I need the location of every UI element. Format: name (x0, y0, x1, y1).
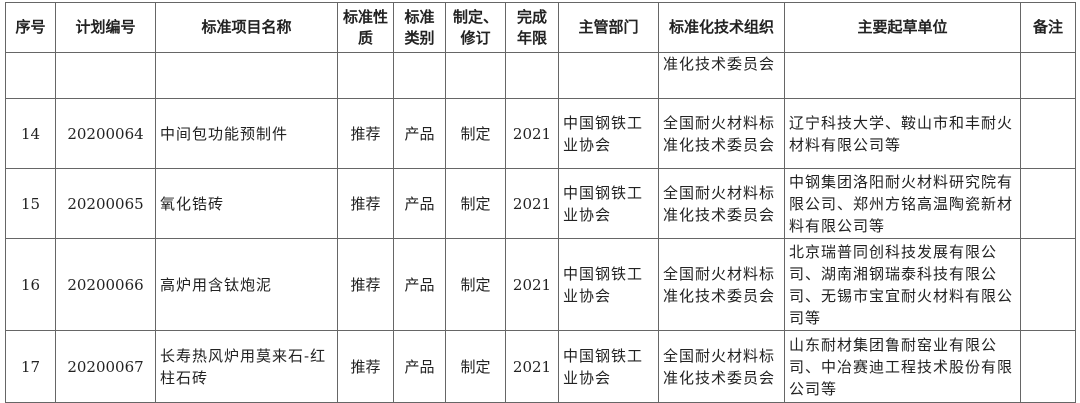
table-row: 17 20200067 长寿热风炉用莫来石-红柱石砖 推荐 产品 制定 2021 中国钢铁工业… (5, 330, 1076, 403)
drafter-cell: 北京瑞普同创科技发展有限公司、湖南湘钢瑞泰科技有限公司、无锡市宝宜耐火材料有限公… (784, 238, 1021, 331)
header-category: 标准类别 (393, 2, 446, 53)
header-dept: 主管部门 (558, 2, 659, 53)
nature-cell: 推荐 (337, 168, 394, 239)
org-cell: 全国耐火材料标准化技术委员会 (658, 98, 785, 169)
type-cell: 制定 (445, 330, 506, 403)
category-cell: 产品 (393, 98, 446, 169)
category-cell: 产品 (393, 238, 446, 331)
no-cell: 14 (5, 98, 56, 169)
year-cell: 2021 (505, 168, 559, 239)
drafter-cell: 辽宁科技大学、鞍山市和丰耐火材料有限公司等 (784, 98, 1021, 169)
drafter-cell: 中钢集团洛阳耐火材料研究院有限公司、郑州方铭高温陶瓷新材料有限公司等 (784, 168, 1021, 239)
type-cell: 制定 (445, 238, 506, 331)
note-cell (1020, 98, 1076, 169)
name-cell: 长寿热风炉用莫来石-红柱石砖 (155, 330, 338, 403)
nature-cell: 推荐 (337, 330, 394, 403)
table-row: 16 20200066 高炉用含钛炮泥 推荐 产品 制定 2021 中国钢铁工业协会 全国耐火材… (5, 238, 1076, 331)
dept-cell: 中国钢铁工业协会 (558, 168, 659, 239)
year-cell: 2021 (505, 98, 559, 169)
type-cell: 制定 (445, 168, 506, 239)
note-cell (1020, 168, 1076, 239)
header-plan: 计划编号 (55, 2, 156, 53)
continuation-row: 准化技术委员会 (5, 52, 1076, 99)
type-cell: 制定 (445, 98, 506, 169)
header-note: 备注 (1020, 2, 1076, 53)
year-cell: 2021 (505, 238, 559, 331)
category-cell: 产品 (393, 168, 446, 239)
no-cell: 15 (5, 168, 56, 239)
no-cell: 17 (5, 330, 56, 403)
no-cell: 16 (5, 238, 56, 331)
org-cell: 全国耐火材料标准化技术委员会 (658, 330, 785, 403)
note-cell (1020, 330, 1076, 403)
name-cell: 中间包功能预制件 (155, 98, 338, 169)
plan-cell: 20200064 (55, 98, 156, 169)
org-cell: 全国耐火材料标准化技术委员会 (658, 238, 785, 331)
header-no: 序号 (5, 2, 56, 53)
header-row: 序号 计划编号 标准项目名称 标准性质 标准类别 制定、修订 完成年限 主管部门… (5, 2, 1076, 53)
nature-cell: 推荐 (337, 98, 394, 169)
header-org: 标准化技术组织 (658, 2, 785, 53)
plan-cell: 20200065 (55, 168, 156, 239)
note-cell (1020, 238, 1076, 331)
plan-cell: 20200067 (55, 330, 156, 403)
table-row: 14 20200064 中间包功能预制件 推荐 产品 制定 2021 中国钢铁工业协会 全国耐火… (5, 98, 1076, 169)
dept-cell: 中国钢铁工业协会 (558, 238, 659, 331)
drafter-cell: 山东耐材集团鲁耐窑业有限公司、中冶赛迪工程技术股份有限公司等 (784, 330, 1021, 403)
dept-cell: 中国钢铁工业协会 (558, 330, 659, 403)
nature-cell: 推荐 (337, 238, 394, 331)
plan-cell: 20200066 (55, 238, 156, 331)
header-year: 完成年限 (505, 2, 559, 53)
header-drafter: 主要起草单位 (784, 2, 1021, 53)
header-nature: 标准性质 (337, 2, 394, 53)
name-cell: 高炉用含钛炮泥 (155, 238, 338, 331)
header-type: 制定、修订 (445, 2, 506, 53)
org-cell: 全国耐火材料标准化技术委员会 (658, 168, 785, 239)
table-row: 15 20200065 氧化锆砖 推荐 产品 制定 2021 中国钢铁工业协会 全国耐火材料标准… (5, 168, 1076, 239)
category-cell: 产品 (393, 330, 446, 403)
standards-table: 序号 计划编号 标准项目名称 标准性质 标准类别 制定、修订 完成年限 主管部门… (5, 2, 1076, 403)
dept-cell: 中国钢铁工业协会 (558, 98, 659, 169)
name-cell: 氧化锆砖 (155, 168, 338, 239)
header-name: 标准项目名称 (155, 2, 338, 53)
org-cell: 准化技术委员会 (658, 52, 785, 99)
year-cell: 2021 (505, 330, 559, 403)
